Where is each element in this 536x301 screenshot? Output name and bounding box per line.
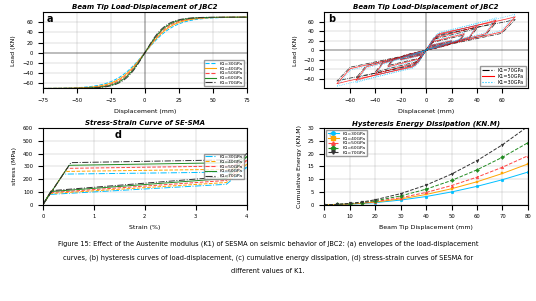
Y-axis label: Load (KN): Load (KN) (11, 35, 17, 66)
X-axis label: Beam Tip Displacement (mm): Beam Tip Displacement (mm) (379, 225, 473, 230)
X-axis label: Displacenet (mm): Displacenet (mm) (398, 109, 454, 114)
K1=60GPa (239, 15, 245, 19)
K1=60GPa (40, 87, 46, 90)
K1=40GPa (243, 15, 250, 19)
K1=30GPa (138, 56, 144, 59)
K1=60GPa (138, 57, 144, 61)
K1=60GPa (161, 26, 167, 30)
K1=70GPa (40, 87, 46, 90)
K1=30GPa (161, 31, 167, 34)
K1=40GPa (207, 16, 213, 20)
Legend: K1=70GPa, K1=50GPa, K1=30GPa: K1=70GPa, K1=50GPa, K1=30GPa (480, 66, 525, 86)
K1=50GPa (239, 15, 245, 19)
Y-axis label: Load (KN): Load (KN) (293, 35, 297, 66)
K1=40GPa (150, 40, 157, 44)
Text: Figure 15: Effect of the Austenite modulus (K1) of SESMA on seismic behavior of : Figure 15: Effect of the Austenite modul… (58, 241, 478, 247)
K1=30GPa (243, 15, 250, 19)
K1=30GPa (207, 16, 213, 20)
Line: K1=60GPa: K1=60GPa (43, 17, 247, 88)
Text: c: c (328, 130, 334, 140)
Legend: K1=30GPa, K1=40GPa, K1=50GPa, K1=60GPa, K1=70GPa: K1=30GPa, K1=40GPa, K1=50GPa, K1=60GPa, … (204, 61, 244, 86)
K1=50GPa (243, 15, 250, 19)
Legend: K1=30GPa, K1=40GPa, K1=50GPa, K1=60GPa, K1=70GPa: K1=30GPa, K1=40GPa, K1=50GPa, K1=60GPa, … (326, 130, 367, 156)
X-axis label: Strain (%): Strain (%) (129, 225, 160, 230)
Text: b: b (328, 14, 336, 23)
Text: d: d (114, 130, 121, 140)
K1=30GPa (150, 41, 157, 45)
Title: Stress-Strain Curve of SE-SMA: Stress-Strain Curve of SE-SMA (85, 120, 205, 126)
Line: K1=40GPa: K1=40GPa (43, 17, 247, 88)
Y-axis label: stress (MPa): stress (MPa) (12, 147, 18, 185)
K1=70GPa (239, 15, 245, 19)
K1=40GPa (40, 87, 46, 90)
K1=60GPa (207, 16, 213, 19)
X-axis label: Displacement (mm): Displacement (mm) (114, 109, 176, 114)
Title: Beam Tip Load-Displacement of JBC2: Beam Tip Load-Displacement of JBC2 (72, 4, 218, 10)
Text: curves, (b) hysteresis curves of load-displacement, (c) cumulative energy dissip: curves, (b) hysteresis curves of load-di… (63, 254, 473, 261)
K1=70GPa (161, 25, 167, 29)
K1=70GPa (138, 57, 144, 61)
K1=70GPa (207, 15, 213, 19)
K1=50GPa (150, 39, 157, 43)
K1=50GPa (161, 28, 167, 31)
K1=60GPa (150, 39, 157, 42)
Text: different values of K1.: different values of K1. (231, 268, 305, 274)
K1=40GPa (239, 15, 245, 19)
K1=50GPa (138, 57, 144, 60)
K1=40GPa (137, 57, 143, 61)
K1=40GPa (138, 56, 144, 60)
K1=70GPa (150, 37, 157, 41)
K1=70GPa (137, 60, 143, 63)
K1=50GPa (40, 87, 46, 90)
K1=60GPa (137, 59, 143, 63)
Y-axis label: Cumulative Energy (KN.M): Cumulative Energy (KN.M) (297, 125, 302, 208)
K1=30GPa (40, 87, 46, 90)
K1=40GPa (161, 29, 167, 33)
Line: K1=70GPa: K1=70GPa (43, 17, 247, 88)
K1=30GPa (239, 15, 245, 19)
K1=30GPa (137, 57, 143, 61)
K1=70GPa (243, 15, 250, 19)
Title: Beam Tip Load-Displacement of JBC2: Beam Tip Load-Displacement of JBC2 (353, 4, 499, 10)
K1=60GPa (243, 15, 250, 19)
Text: a: a (47, 14, 54, 23)
K1=50GPa (137, 58, 143, 62)
Legend: K1=30GPa, K1=40GPa, K1=50GPa, K1=60GPa, K1=70GPa: K1=30GPa, K1=40GPa, K1=50GPa, K1=60GPa, … (204, 154, 244, 179)
K1=50GPa (207, 16, 213, 19)
Line: K1=30GPa: K1=30GPa (43, 17, 247, 88)
Line: K1=50GPa: K1=50GPa (43, 17, 247, 88)
Title: Hysteresis Energy Dissipation (KN.M): Hysteresis Energy Dissipation (KN.M) (352, 120, 500, 127)
